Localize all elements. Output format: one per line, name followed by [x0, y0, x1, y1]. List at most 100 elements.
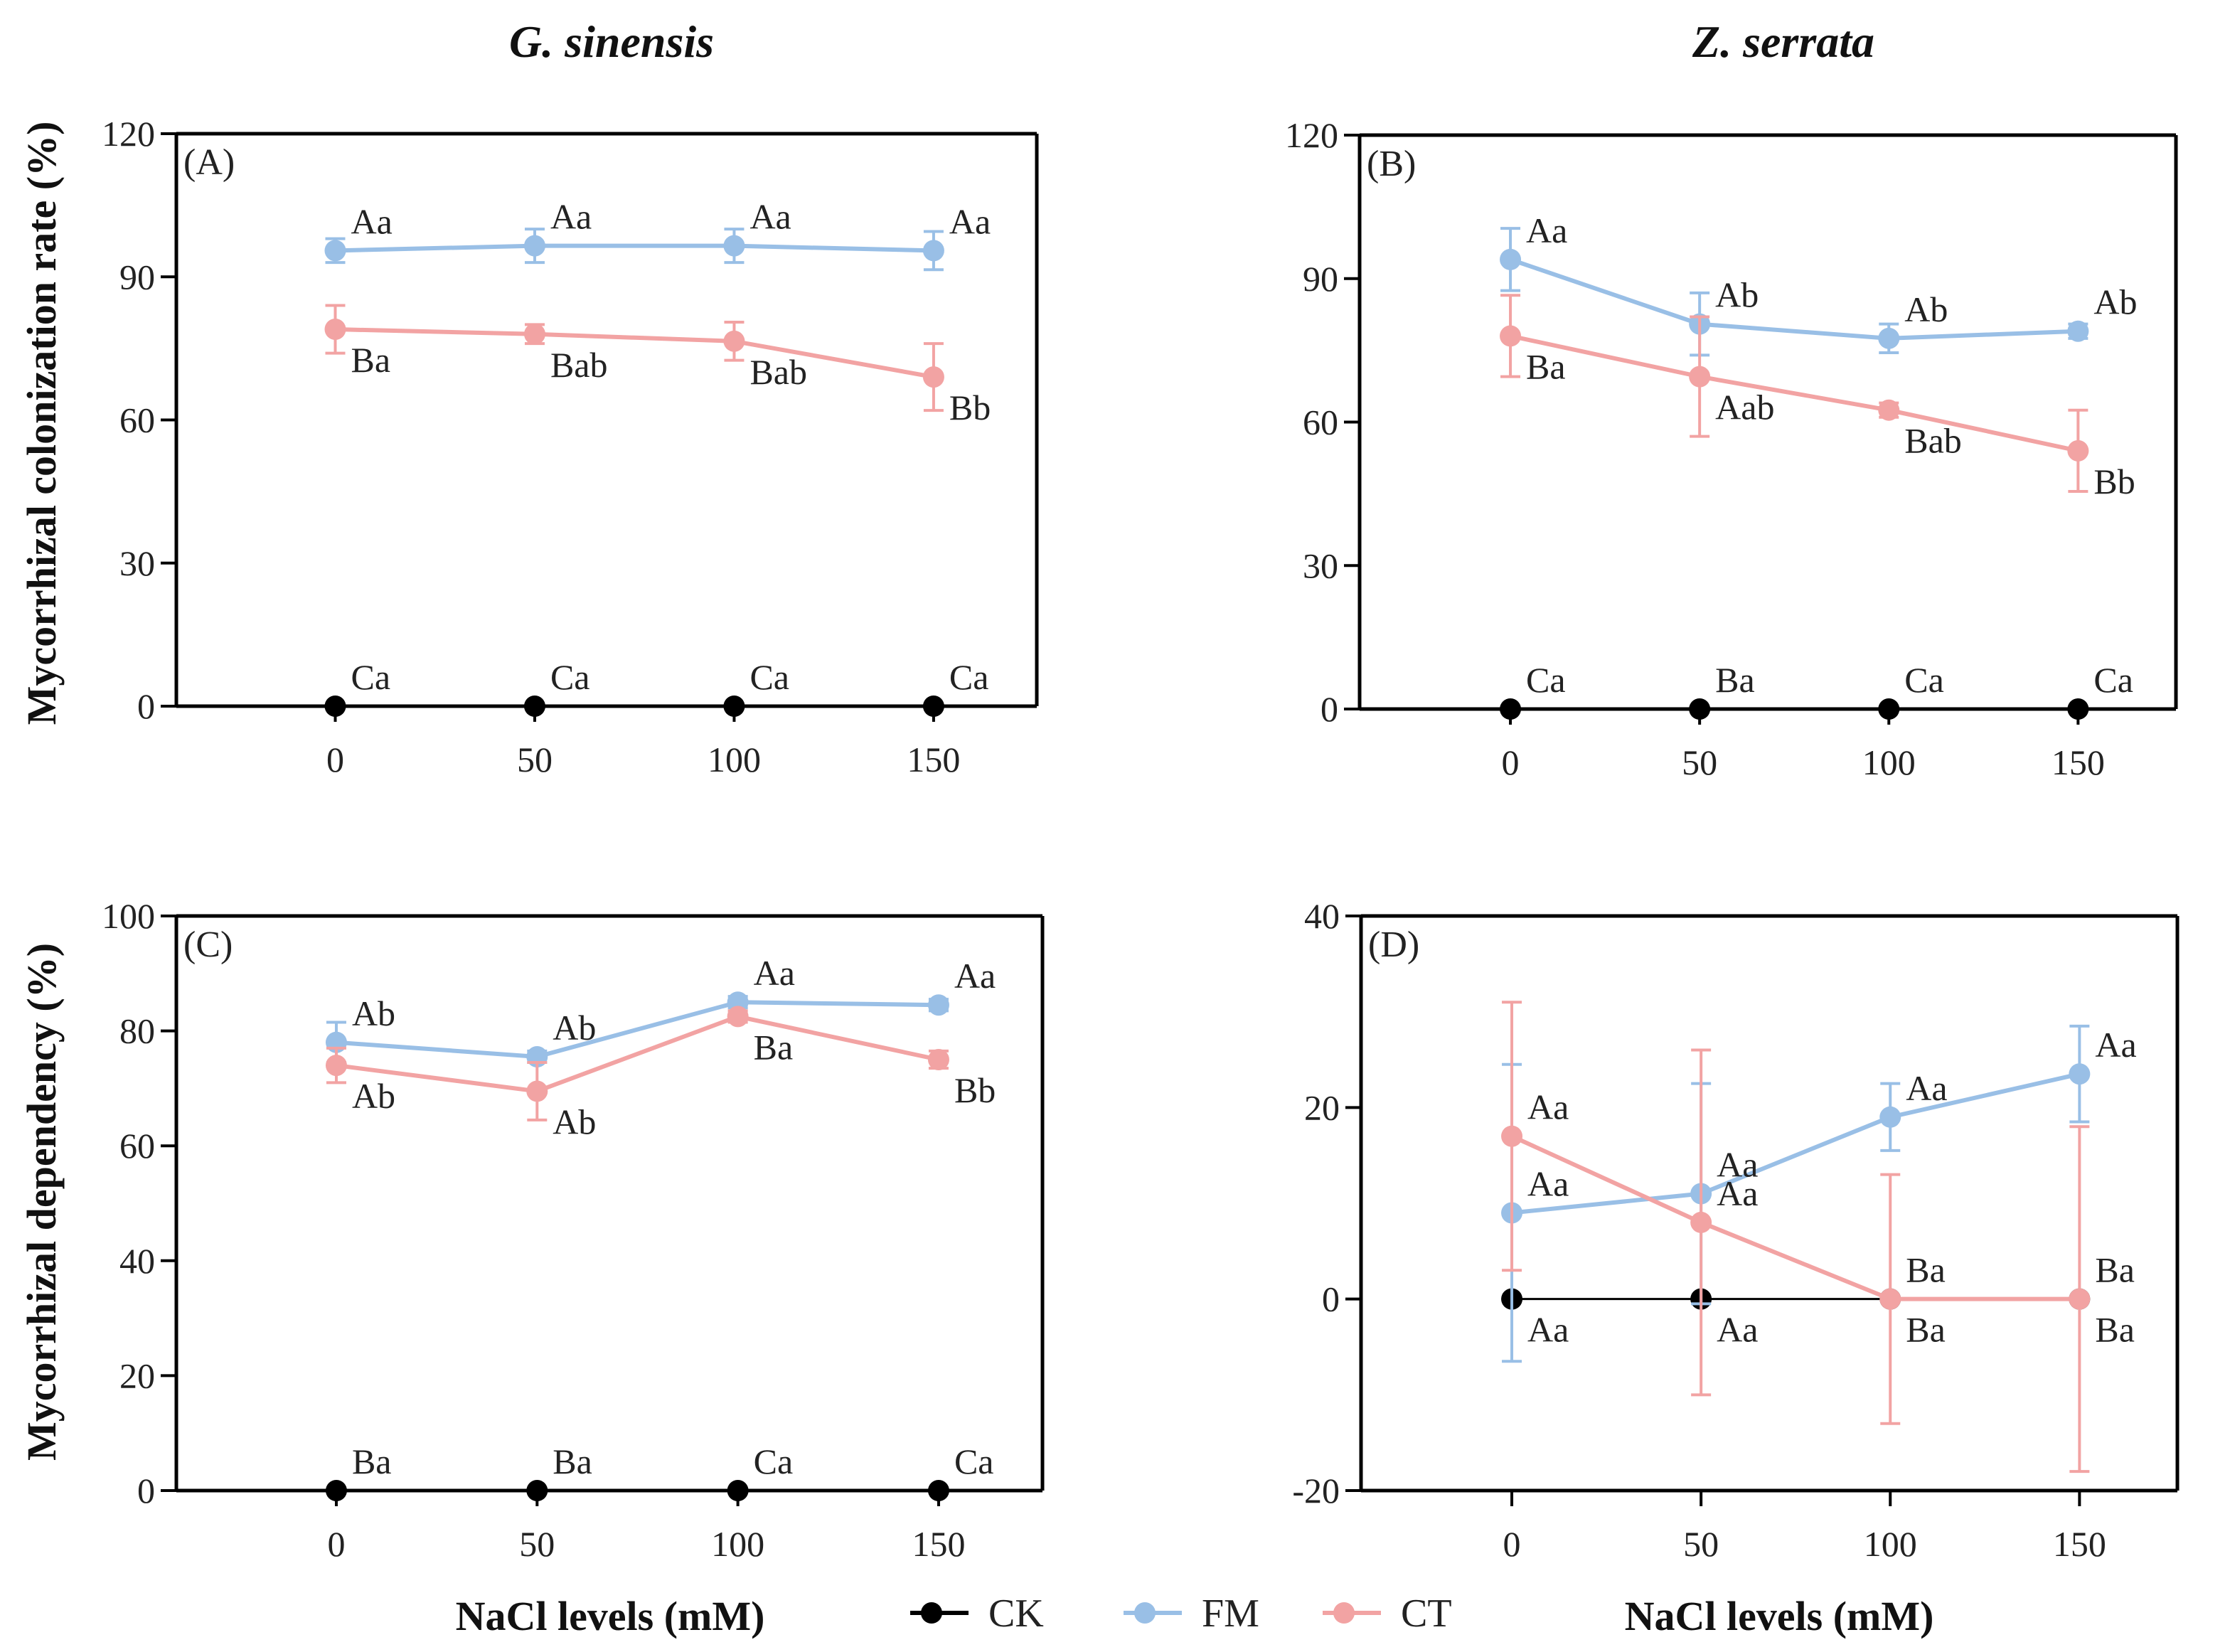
legend: CK FM CT [910, 1592, 1452, 1636]
data-point [1500, 698, 1522, 720]
data-point [1500, 248, 1522, 270]
significance-label: Aa [550, 197, 592, 237]
x-tick-label: 100 [711, 1524, 764, 1564]
y-tick-label: 40 [119, 1241, 155, 1281]
x-tick-label: 0 [326, 740, 344, 779]
series-line [335, 243, 934, 253]
data-point [927, 994, 949, 1016]
data-point [325, 1480, 347, 1501]
data-point [1501, 1125, 1523, 1147]
y-tick-label: 30 [1303, 545, 1338, 585]
significance-label: Aa [1527, 1310, 1569, 1350]
x-tick-label: 100 [1864, 1524, 1917, 1564]
data-point [922, 366, 944, 388]
significance-label: Bab [749, 352, 807, 392]
series-ct: Ab Ab Ba Bb [325, 1006, 996, 1141]
series-ck: Aa Aa Ba Ba [1501, 1288, 2135, 1350]
y-tick-label: -20 [1292, 1471, 1340, 1510]
x-tick-label: 150 [2052, 742, 2105, 782]
data-point [526, 1080, 548, 1102]
series-line [336, 1000, 939, 1059]
data-point [1879, 1288, 1901, 1310]
significance-label: Ab [352, 993, 395, 1033]
data-point [927, 1049, 949, 1070]
significance-label: Aa [1527, 1087, 1569, 1127]
panel-label: (B) [1367, 144, 1416, 184]
data-point [324, 696, 346, 717]
significance-label: Bab [1904, 421, 1962, 461]
series-line [335, 327, 934, 380]
data-point [723, 696, 745, 717]
data-point [1878, 698, 1900, 720]
y-tick-label: 0 [1321, 689, 1338, 729]
y-tick-label: 120 [1285, 115, 1338, 155]
significance-label: Ca [550, 657, 590, 697]
significance-label: Ba [2095, 1250, 2135, 1290]
data-point [2067, 439, 2089, 462]
data-point [523, 323, 545, 345]
significance-label: Ca [754, 1441, 794, 1481]
significance-label: Bb [949, 388, 991, 427]
data-point [723, 330, 745, 352]
x-tick-label: 0 [327, 1524, 345, 1564]
significance-label: Ba [1715, 660, 1755, 700]
x-tick-label: 50 [1682, 742, 1717, 782]
data-point [1689, 698, 1711, 720]
significance-label: Aa [1717, 1173, 1758, 1213]
data-point [526, 1480, 548, 1501]
data-point [2069, 1063, 2091, 1085]
series-ck: Ba Ba Ca Ca [325, 1441, 994, 1501]
significance-label: Ca [1526, 660, 1566, 700]
y-tick-label: 60 [1303, 403, 1338, 442]
panel-label: (D) [1368, 924, 1419, 965]
legend-item-ck: CK [910, 1592, 1044, 1636]
xlabel-left: NaCl levels (mM) [456, 1593, 765, 1639]
panel-c: 0 20 40 60 80 100 0 50 100 150 (C) Ba Ba Ca Ca Ab Ab Aa Aa… [102, 896, 1045, 1564]
legend-marker [1134, 1602, 1156, 1624]
y-tick-label: 90 [119, 257, 155, 297]
significance-label: Bb [954, 1070, 996, 1110]
significance-label: Ca [351, 657, 390, 697]
significance-label: Ba [2095, 1310, 2135, 1350]
data-point [727, 1480, 749, 1501]
significance-label: Ba [754, 1027, 794, 1067]
series-ct: Ba Bab Bab Bb [324, 304, 991, 427]
panel-a: 0 30 60 90 120 0 50 100 150 (A) Ca Ca Ca Ca Aa Aa Aa Aa Ba… [102, 114, 1039, 779]
x-tick-label: 0 [1503, 1524, 1521, 1564]
y-tick-label: 60 [119, 400, 155, 440]
xlabel-right: NaCl levels (mM) [1625, 1593, 1934, 1639]
significance-label: Ba [351, 340, 390, 380]
data-point [523, 235, 545, 257]
y-tick-label: 0 [137, 686, 155, 726]
data-point [1879, 1106, 1901, 1128]
x-tick-label: 50 [517, 740, 553, 779]
legend-marker [1333, 1602, 1355, 1624]
series-fm: Aa Ab Ab Ab [1500, 211, 2137, 357]
data-point [927, 1480, 949, 1501]
data-point [727, 1006, 749, 1028]
ylabel-bottom: Mycorrhizal dependency (%) [18, 943, 65, 1461]
significance-label: Aab [1715, 388, 1774, 427]
significance-label: Ba [352, 1441, 392, 1481]
significance-label: Bab [550, 345, 608, 385]
series-line [1511, 1072, 2081, 1215]
x-tick-label: 100 [1862, 742, 1916, 782]
series-line [1510, 257, 2079, 341]
significance-label: Ba [1906, 1250, 1946, 1290]
x-tick-label: 150 [2053, 1524, 2106, 1564]
series-ct: Aa Aa Ba Ba [1501, 1001, 2135, 1474]
y-tick-label: 0 [1322, 1279, 1340, 1319]
legend-label: CT [1401, 1592, 1452, 1636]
data-point [523, 696, 545, 717]
significance-label: Aa [1527, 1163, 1569, 1203]
data-point [324, 240, 346, 262]
y-tick-label: 80 [119, 1011, 155, 1051]
significance-label: Ca [1904, 660, 1944, 700]
data-point [2067, 698, 2089, 720]
data-point [1878, 327, 1900, 349]
x-tick-label: 150 [912, 1524, 965, 1564]
data-point [325, 1055, 347, 1077]
significance-label: Aa [1906, 1068, 1947, 1108]
